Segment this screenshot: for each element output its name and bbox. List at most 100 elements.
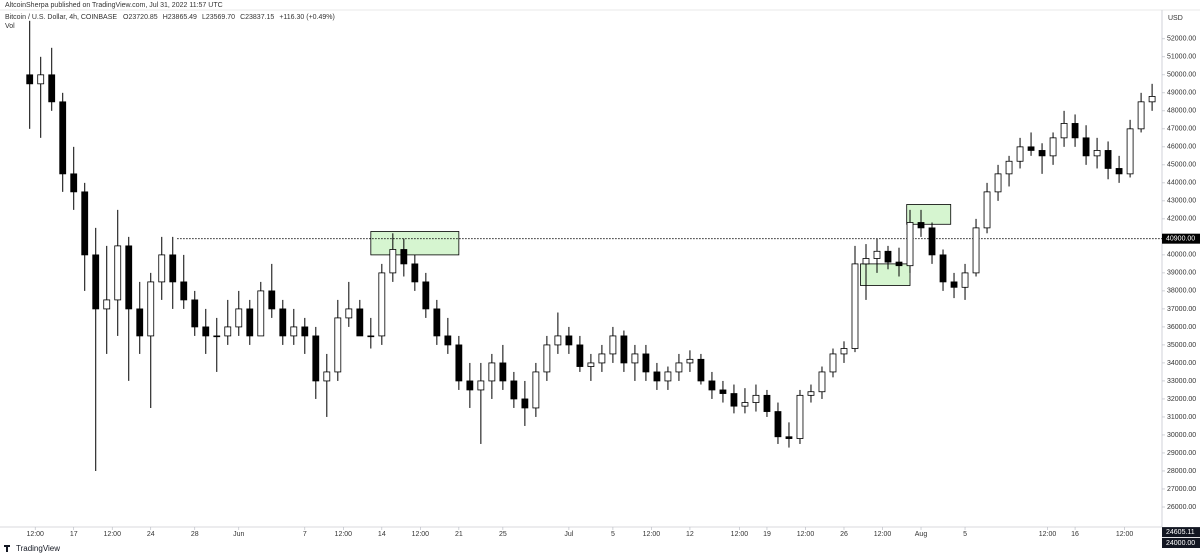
x-tick-label: 14 — [378, 531, 386, 538]
candle-body — [257, 290, 265, 337]
y-tick-label: 49000.00 — [1167, 90, 1196, 97]
candle-body — [1038, 150, 1046, 157]
volume-label: Vol — [5, 23, 15, 30]
x-tick-label: 12:00 — [874, 531, 892, 538]
x-tick-label: 26 — [840, 531, 848, 538]
y-tick-label: 47000.00 — [1167, 126, 1196, 133]
x-tick-label: 12:00 — [26, 531, 44, 538]
candle-body — [675, 362, 683, 373]
candle-body — [840, 348, 848, 355]
candle-body — [763, 394, 771, 412]
candle-body — [356, 308, 364, 337]
candle-body — [378, 272, 386, 337]
candle-body — [477, 380, 485, 391]
candle-body — [433, 308, 441, 337]
y-tick-label: 48000.00 — [1167, 108, 1196, 115]
candle-body — [895, 261, 903, 267]
candle-body — [444, 335, 452, 346]
candle-body — [169, 254, 177, 283]
y-tick-label: 31000.00 — [1167, 414, 1196, 421]
x-tick-label: 25 — [499, 531, 507, 538]
zone — [860, 263, 911, 286]
candle-body — [224, 326, 232, 337]
ohlc-value: H23865.49 — [163, 14, 197, 21]
candle-body — [235, 308, 243, 328]
candle-body — [334, 317, 342, 373]
candle-body — [983, 191, 991, 229]
candle-body — [719, 389, 727, 394]
y-tick-label: 29000.00 — [1167, 450, 1196, 457]
y-tick-label: 32000.00 — [1167, 396, 1196, 403]
candle-body — [576, 344, 584, 367]
candle-body — [499, 362, 507, 382]
x-tick-label: 5 — [963, 531, 967, 538]
x-tick-label: 19 — [763, 531, 771, 538]
level-label: 40900.00 — [1166, 236, 1195, 243]
price-label-box — [1162, 537, 1200, 548]
candle-body — [147, 281, 155, 337]
candle-body — [741, 402, 749, 407]
x-tick-label: 5 — [611, 531, 615, 538]
x-tick-label: 12:00 — [1039, 531, 1057, 538]
x-tick-label: 12:00 — [643, 531, 661, 538]
candle-body — [455, 344, 463, 382]
x-tick-label: 28 — [191, 531, 199, 538]
candle-body — [202, 326, 210, 337]
candle-body — [884, 250, 892, 263]
candle-body — [620, 335, 628, 364]
candle-body — [598, 353, 606, 364]
candle-body — [851, 263, 859, 349]
candle-body — [92, 254, 100, 310]
candle-body — [59, 101, 67, 175]
ohlc-value: +116.30 (+0.49%) — [279, 14, 335, 21]
candle-body — [466, 380, 474, 391]
candle-body — [246, 308, 254, 337]
x-tick-label: 17 — [70, 531, 78, 538]
candle-body — [829, 353, 837, 373]
x-tick-label: 16 — [1071, 531, 1079, 538]
x-tick-label: Aug — [915, 531, 928, 538]
candle-body — [158, 254, 166, 283]
x-tick-label: 7 — [303, 531, 307, 538]
candle-body — [323, 371, 331, 382]
x-tick-label: 12:00 — [412, 531, 430, 538]
price-label-box — [1162, 527, 1200, 538]
candle-body — [400, 249, 408, 265]
symbol-title: Bitcoin / U.S. Dollar, 4h, COINBASE — [5, 14, 117, 21]
candle-body — [807, 391, 815, 396]
candle-body — [939, 254, 947, 283]
candle-body — [1027, 146, 1035, 151]
candle-body — [510, 380, 518, 400]
candle-body — [697, 358, 705, 382]
candle-body — [873, 250, 881, 259]
price-label: 24605.11 — [1166, 529, 1195, 536]
x-tick-label: 12 — [686, 531, 694, 538]
x-tick-label: 12:00 — [103, 531, 121, 538]
y-tick-label: 51000.00 — [1167, 54, 1196, 61]
candle-body — [290, 326, 298, 337]
ohlc-value: O23720.85 — [123, 14, 158, 21]
candle-body — [1115, 168, 1123, 175]
x-tick-label: Jul — [564, 531, 573, 538]
candle-body — [125, 245, 133, 310]
candle-body — [1005, 160, 1013, 175]
y-tick-label: 28000.00 — [1167, 468, 1196, 475]
candle-body — [752, 394, 760, 403]
x-tick-label: 12:00 — [731, 531, 749, 538]
candle-body — [1137, 101, 1145, 130]
candle-body — [389, 249, 397, 274]
brand: TradingView — [16, 544, 60, 553]
candle-body — [554, 335, 562, 346]
candle-body — [180, 281, 188, 301]
y-tick-label: 52000.00 — [1167, 36, 1196, 43]
candle-body — [928, 227, 936, 256]
candle-body — [774, 411, 782, 438]
y-tick-label: 42000.00 — [1167, 216, 1196, 223]
x-tick-label: 12:00 — [1116, 531, 1134, 538]
candle-body — [37, 74, 45, 85]
candle-body — [26, 74, 34, 85]
candle-body — [1082, 137, 1090, 157]
candle-body — [81, 191, 89, 256]
